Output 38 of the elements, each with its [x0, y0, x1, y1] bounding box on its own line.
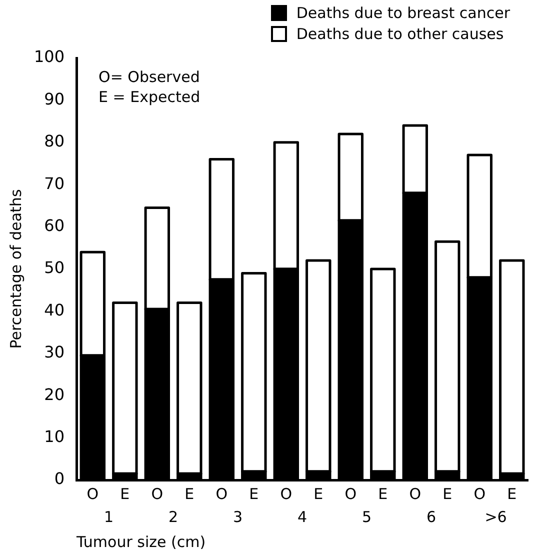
y-tick-label: 80: [44, 132, 65, 151]
x-tick-label: O: [280, 484, 292, 503]
legend-label: Deaths due to breast cancer: [296, 4, 510, 22]
text: 1: [104, 508, 114, 526]
x-tick-label: E: [120, 484, 130, 503]
y-tick-label: 100: [34, 47, 65, 66]
x-tick-label: E: [249, 484, 259, 503]
annotation: E = Expected: [98, 88, 200, 106]
x-axis-title: Tumour size (cm): [76, 532, 206, 551]
annotation: O= Observed: [98, 68, 200, 86]
x-tick-label: E: [184, 484, 194, 503]
text: 4: [297, 508, 308, 526]
x-tick-label: E: [314, 484, 324, 503]
y-tick-label: 50: [44, 258, 65, 278]
y-tick-label: 90: [44, 89, 65, 108]
y-tick-label: 10: [44, 426, 65, 446]
y-tick-label: 70: [44, 174, 65, 193]
x-tick-label: O: [86, 484, 99, 503]
y-tick-label: 0: [54, 469, 65, 488]
x-tick-label: O: [151, 484, 164, 503]
x-tick-label: E: [507, 484, 517, 503]
x-tick-label: O: [216, 484, 228, 503]
y-axis-title: Percentage of deaths: [6, 189, 25, 349]
x-tick-label: E: [378, 484, 388, 503]
text: >6: [484, 508, 507, 526]
text: 2: [168, 508, 178, 526]
y-tick-label: 60: [44, 216, 65, 235]
text: 3: [233, 508, 243, 526]
y-tick-label: 20: [44, 384, 65, 404]
x-tick-label: O: [344, 484, 357, 503]
text: 6: [426, 508, 436, 526]
legend-label: Deaths due to other causes: [296, 25, 504, 43]
y-tick-label: 40: [44, 300, 65, 320]
y-tick-label: 30: [44, 342, 65, 362]
x-tick-label: O: [474, 484, 486, 503]
x-tick-label: E: [442, 484, 452, 503]
x-tick-label: O: [409, 484, 422, 503]
text: 5: [362, 508, 372, 526]
